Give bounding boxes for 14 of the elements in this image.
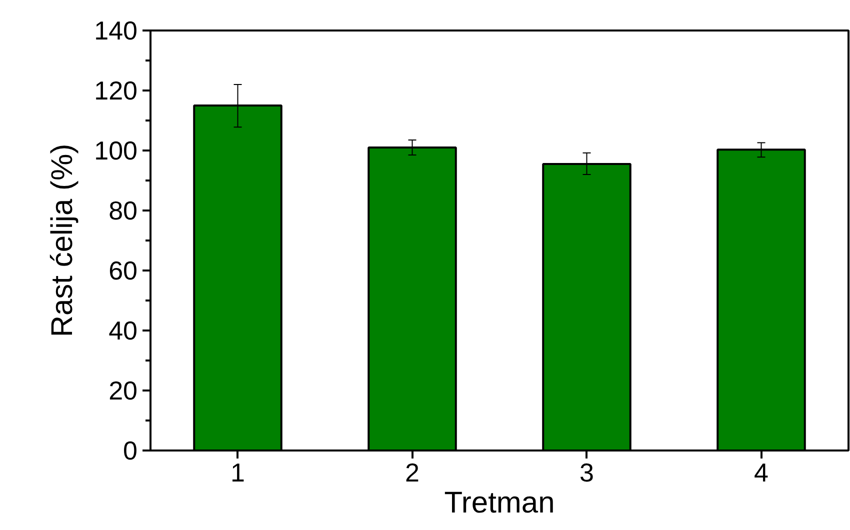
x-tick-label: 2 [405,458,420,488]
y-tick-label: 60 [108,256,138,286]
y-tick-label: 80 [108,196,138,226]
y-axis-title: Rast ćelija (%) [46,144,80,338]
y-tick-label: 0 [123,436,138,466]
y-tick-label: 100 [94,136,138,166]
x-tick-label: 4 [754,458,768,488]
y-tick-label: 140 [94,16,138,46]
y-tick-label: 40 [108,316,138,346]
y-tick-label: 120 [94,76,138,106]
x-tick-label: 1 [230,458,245,488]
y-tick-label: 20 [108,376,138,406]
x-axis-title: Tretman [444,486,555,520]
x-tick-label: 3 [580,458,594,488]
